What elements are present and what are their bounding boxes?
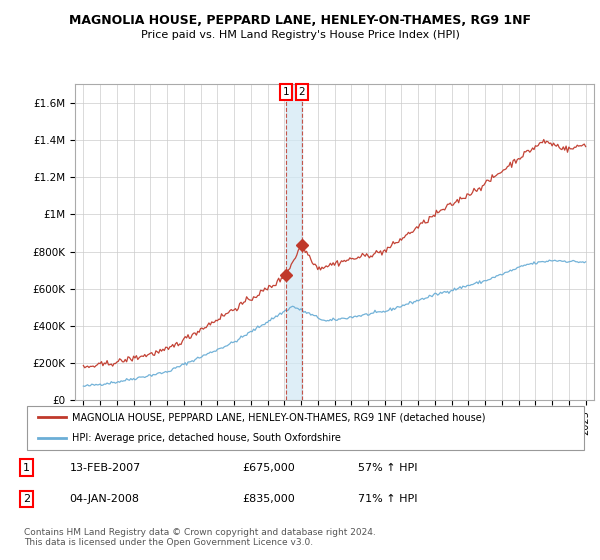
Text: £675,000: £675,000 (242, 463, 295, 473)
Text: £835,000: £835,000 (242, 494, 295, 504)
Text: 71% ↑ HPI: 71% ↑ HPI (358, 494, 417, 504)
Text: Price paid vs. HM Land Registry's House Price Index (HPI): Price paid vs. HM Land Registry's House … (140, 30, 460, 40)
Text: 1: 1 (283, 87, 289, 97)
Text: MAGNOLIA HOUSE, PEPPARD LANE, HENLEY-ON-THAMES, RG9 1NF (detached house): MAGNOLIA HOUSE, PEPPARD LANE, HENLEY-ON-… (72, 412, 485, 422)
FancyBboxPatch shape (27, 406, 584, 450)
Text: 13-FEB-2007: 13-FEB-2007 (70, 463, 141, 473)
Text: Contains HM Land Registry data © Crown copyright and database right 2024.
This d: Contains HM Land Registry data © Crown c… (24, 528, 376, 547)
Text: 1: 1 (23, 463, 30, 473)
Text: MAGNOLIA HOUSE, PEPPARD LANE, HENLEY-ON-THAMES, RG9 1NF: MAGNOLIA HOUSE, PEPPARD LANE, HENLEY-ON-… (69, 14, 531, 27)
Text: 2: 2 (23, 494, 30, 504)
Text: 2: 2 (298, 87, 305, 97)
Bar (286, 84, 302, 400)
Text: 04-JAN-2008: 04-JAN-2008 (70, 494, 140, 504)
Text: 57% ↑ HPI: 57% ↑ HPI (358, 463, 417, 473)
Text: HPI: Average price, detached house, South Oxfordshire: HPI: Average price, detached house, Sout… (72, 433, 341, 444)
